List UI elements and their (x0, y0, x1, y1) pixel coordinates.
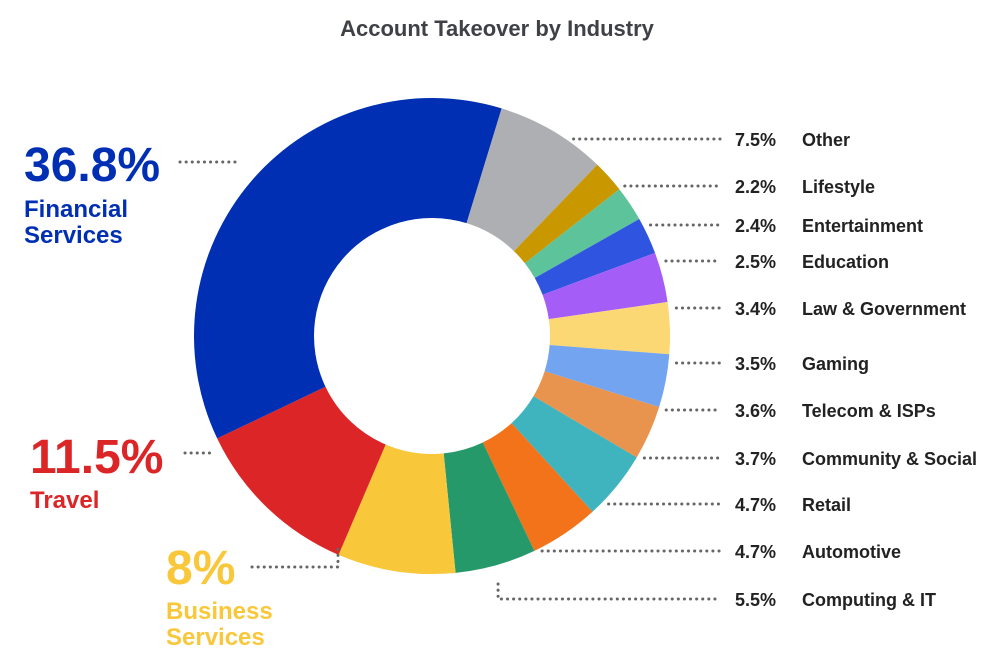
slice-law-and-government (542, 252, 668, 320)
legend-pct-computing-and-it: 5.5% (735, 590, 776, 610)
leader-business-services (250, 546, 340, 569)
legend-name-lifestyle: Lifestyle (802, 177, 875, 197)
legend-name-law-and-government: Law & Government (802, 299, 966, 319)
legend-name-entertainment: Entertainment (802, 216, 923, 236)
slice-computing-and-it (443, 442, 535, 573)
legend-pct-telecom-and-isps: 3.6% (735, 401, 776, 421)
legend-pct-community-and-social: 3.7% (735, 449, 776, 469)
callout-pct-financial-services: 36.8% (24, 139, 160, 192)
legend-name-retail: Retail (802, 495, 851, 515)
legend-pct-entertainment: 2.4% (735, 216, 776, 236)
leader-lines (178, 137, 722, 601)
slice-business-services (338, 444, 456, 574)
legend-pct-retail: 4.7% (735, 495, 776, 515)
donut-slices (194, 98, 671, 574)
legend-pct-other: 7.5% (735, 130, 776, 150)
callout-name-financial-services-line-2: Services (24, 222, 123, 249)
slice-telecom-and-isps (544, 345, 670, 408)
slice-education (534, 219, 656, 295)
legend-pct-automotive: 4.7% (735, 542, 776, 562)
slice-retail (511, 396, 637, 512)
callout-name-business-services-line-2: Services (166, 624, 265, 651)
callout-name-travel: Travel (30, 487, 99, 514)
legend-name-computing-and-it: Computing & IT (802, 590, 936, 610)
legend-pct-gaming: 3.5% (735, 354, 776, 374)
chart-title: Account Takeover by Industry (340, 16, 655, 41)
legend-pct-education: 2.5% (735, 252, 776, 272)
slice-labels: 7.5% Other 2.2% Lifestyle 2.4% Entertainment 2… (24, 130, 977, 651)
callout-name-financial-services-line-1: Financial (24, 196, 128, 223)
legend-pct-law-and-government: 3.4% (735, 299, 776, 319)
legend-name-other: Other (802, 130, 850, 150)
leader-computing-and-it (496, 582, 722, 601)
slice-travel (217, 386, 386, 555)
legend-name-automotive: Automotive (802, 542, 901, 562)
callout-pct-travel: 11.5% (30, 431, 163, 484)
slice-entertainment (524, 189, 640, 278)
slice-automotive (482, 423, 593, 551)
legend-name-telecom-and-isps: Telecom & ISPs (802, 401, 936, 421)
slice-financial-services (194, 98, 502, 439)
legend-name-gaming: Gaming (802, 354, 869, 374)
legend-pct-lifestyle: 2.2% (735, 177, 776, 197)
slice-community-and-social (533, 371, 660, 458)
slice-gaming (548, 302, 671, 355)
slice-lifestyle (513, 164, 620, 264)
callout-name-business-services-line-1: Business (166, 598, 273, 625)
callout-pct-business-services: 8% (166, 542, 235, 595)
slice-other (466, 108, 598, 252)
legend-name-community-and-social: Community & Social (802, 449, 977, 469)
legend-name-education: Education (802, 252, 889, 272)
